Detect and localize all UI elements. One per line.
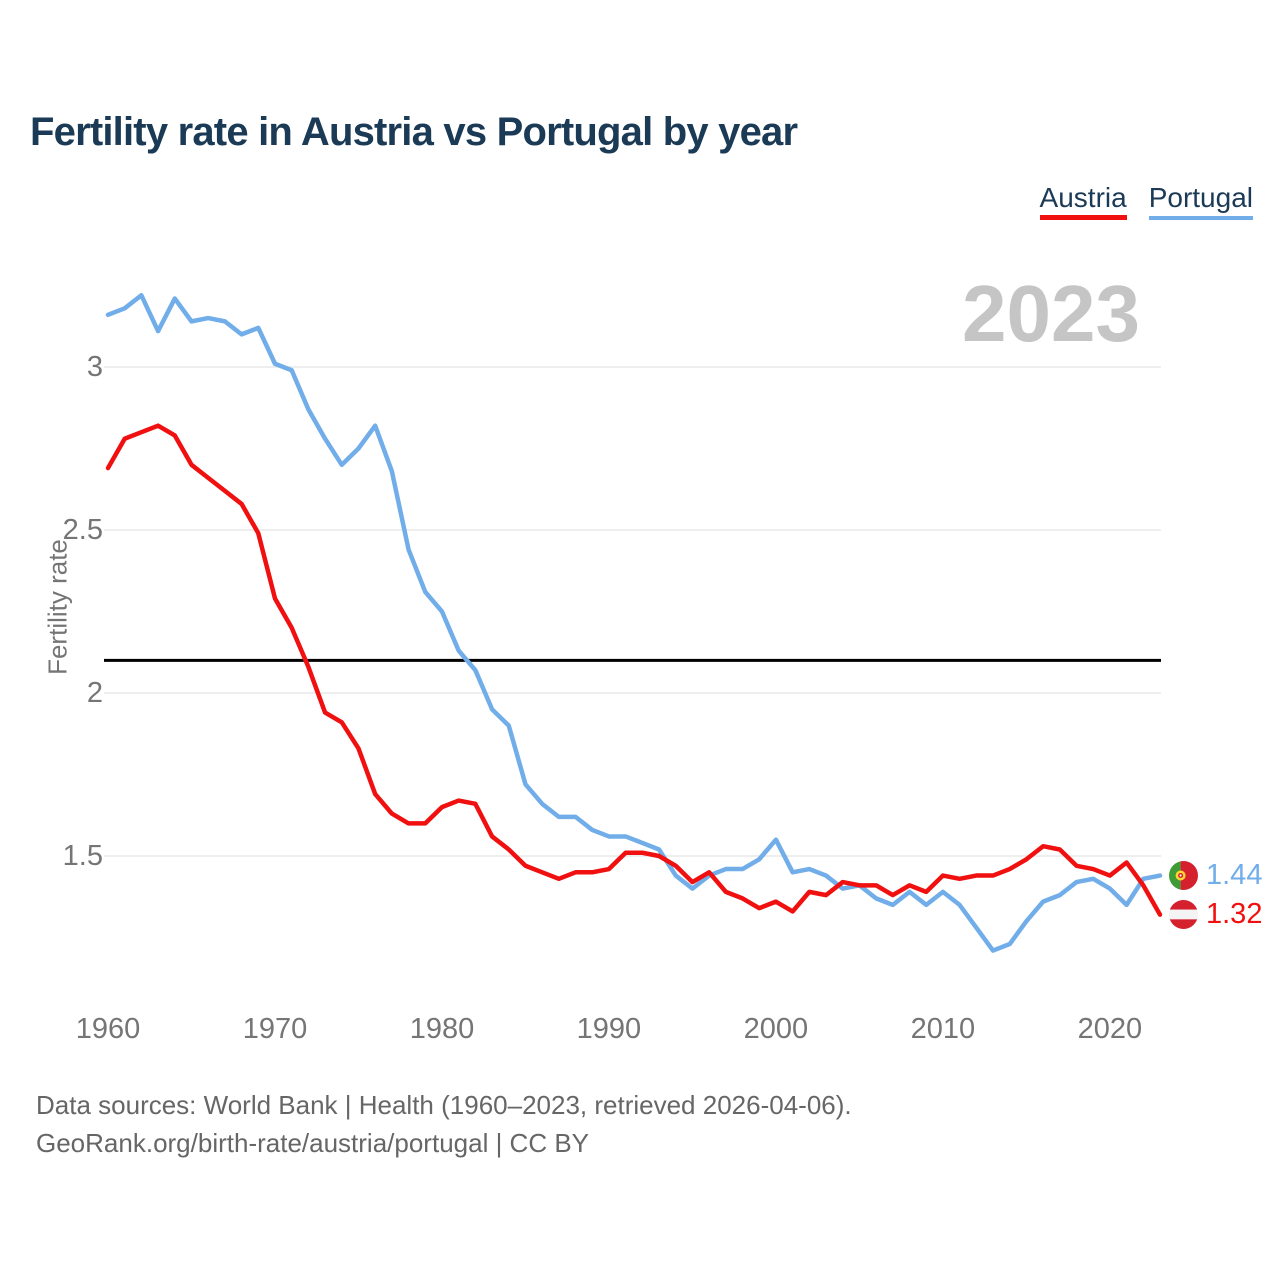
source-line-1: Data sources: World Bank | Health (1960–…	[36, 1090, 852, 1120]
y-tick-label: 3	[86, 351, 103, 383]
legend: Austria Portugal	[1039, 184, 1253, 220]
legend-item-portugal[interactable]: Portugal	[1148, 184, 1253, 220]
y-tick-label: 1.5	[62, 840, 103, 872]
portugal-line	[105, 293, 1163, 953]
legend-item-austria[interactable]: Austria	[1039, 184, 1127, 220]
y-tick-label: 2.5	[62, 514, 103, 546]
gridlines	[104, 366, 1161, 857]
y-tick-label: 2	[86, 677, 103, 709]
x-tick-label: 1960	[75, 1013, 141, 1045]
x-tick-label: 2010	[910, 1013, 976, 1045]
x-tick-label: 2020	[1077, 1013, 1143, 1045]
source-line-2: GeoRank.org/birth-rate/austria/portugal …	[36, 1128, 590, 1158]
x-tick-label: 1990	[576, 1013, 642, 1045]
source-note: Data sources: World Bank | Health (1960–…	[36, 1086, 852, 1162]
x-tick-label: 1970	[242, 1013, 308, 1045]
austria-flag-icon	[1169, 900, 1198, 930]
year-watermark: 2023	[962, 269, 1140, 358]
end-label-portugal: 1.44	[1169, 861, 1262, 891]
y-axis-title: Fertility rate	[42, 539, 73, 675]
end-label-austria: 1.32	[1169, 900, 1262, 930]
x-tick-label: 1980	[409, 1013, 475, 1045]
page-title: Fertility rate in Austria vs Portugal by…	[30, 110, 798, 154]
austria-line	[105, 423, 1163, 917]
austria-end-value: 1.32	[1206, 898, 1263, 931]
portugal-flag-icon	[1169, 861, 1198, 891]
x-tick-label: 2000	[743, 1013, 809, 1045]
portugal-end-value: 1.44	[1206, 859, 1263, 892]
